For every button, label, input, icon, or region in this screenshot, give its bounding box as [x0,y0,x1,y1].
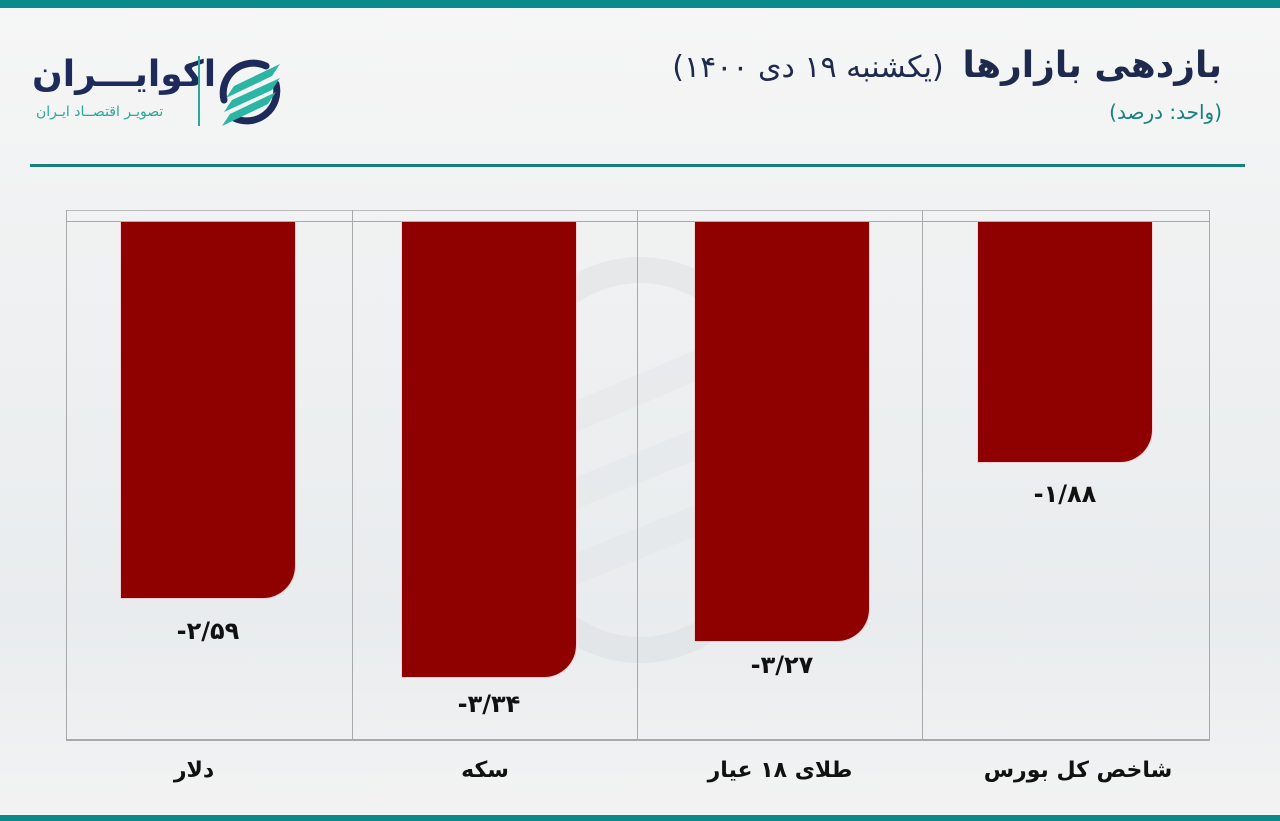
category-label-stock-index: شاخص کل بورس [983,758,1173,783]
value-label-gold-18k: -۳/۲۷ [750,651,814,679]
bar-gold-18k [695,222,869,641]
chart-frame-left [66,210,67,740]
value-label-dollar: -۲/۵۹ [176,617,240,645]
column-divider [922,210,923,740]
chart-frame-top [66,210,1210,211]
value-label-coin: -۳/۳۴ [457,690,521,718]
zero-baseline [66,221,1210,222]
logo-name: اکوایـــران [32,54,217,95]
chart-title-main: بازدهی بازارها [962,45,1222,86]
bottom-accent-bar [0,815,1280,821]
category-label-gold-18k: طلای ۱۸ عیار [707,758,853,783]
chart-header: بازدهی بازارها (یکشنبه ۱۹ دی ۱۴۰۰) (واحد… [672,46,1222,124]
logo-separator [198,56,200,126]
chart-frame-right [1209,210,1210,740]
category-label-dollar: دلار [173,758,215,783]
header-divider [30,164,1245,167]
column-divider [352,210,353,740]
bar-dollar [121,222,295,598]
chart-unit: (واحد: درصد) [1109,99,1222,124]
category-label-coin: سکه [461,758,509,783]
brand-logo: اکوایـــران تصویـر اقتصــاد ایـران [28,52,288,132]
chart-frame-bottom [66,739,1210,741]
logo-tagline: تصویـر اقتصــاد ایـران [36,104,164,120]
chart-title-date: (یکشنبه ۱۹ دی ۱۴۰۰) [672,50,944,85]
chart-title: بازدهی بازارها (یکشنبه ۱۹ دی ۱۴۰۰) [672,46,1222,86]
top-accent-bar [0,0,1280,8]
ecoiran-logo-icon [219,59,281,126]
bar-coin [402,222,576,677]
bar-stock-index [978,222,1152,462]
value-label-stock-index: -۱/۸۸ [1033,480,1097,508]
column-divider [637,210,638,740]
